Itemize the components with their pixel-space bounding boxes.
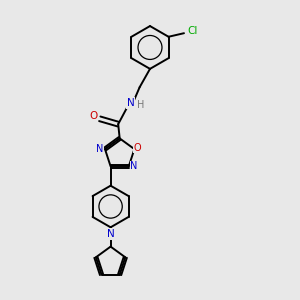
Text: N: N [127, 98, 135, 108]
Text: H: H [136, 100, 144, 110]
Text: O: O [89, 111, 98, 121]
Text: Cl: Cl [187, 26, 197, 36]
Text: N: N [96, 144, 103, 154]
Text: O: O [134, 142, 141, 153]
Text: N: N [130, 161, 138, 171]
Text: N: N [107, 229, 115, 239]
